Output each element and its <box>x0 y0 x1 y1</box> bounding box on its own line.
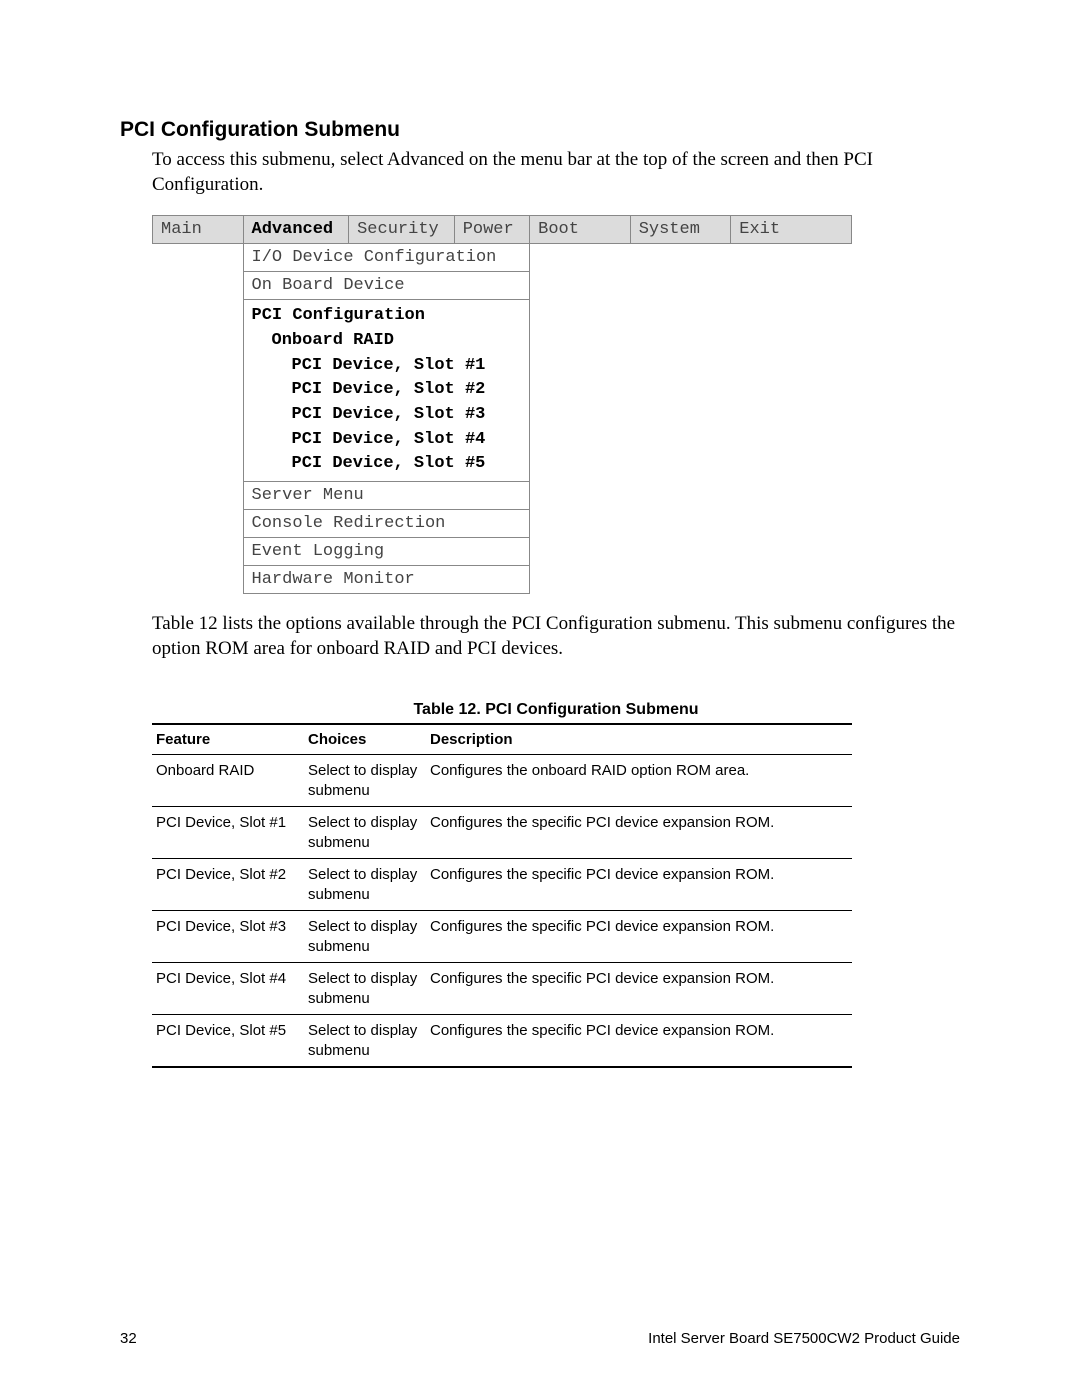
menu-item[interactable]: I/O Device Configuration <box>243 244 530 272</box>
tab-exit[interactable]: Exit <box>731 216 852 244</box>
submenu-pci-slot-3[interactable]: PCI Device, Slot #3 <box>252 403 522 428</box>
intro-paragraph: To access this submenu, select Advanced … <box>152 148 960 197</box>
tab-power[interactable]: Power <box>454 216 529 244</box>
cell-feature: PCI Device, Slot #3 <box>152 911 304 963</box>
submenu-pci-slot-2[interactable]: PCI Device, Slot #2 <box>252 378 522 403</box>
menu-item[interactable]: Server Menu <box>243 481 530 509</box>
cell-choices: Select to display submenu <box>304 1015 426 1068</box>
menu-item[interactable]: Event Logging <box>243 537 530 565</box>
submenu-pci-slot-1[interactable]: PCI Device, Slot #1 <box>252 354 522 379</box>
doc-title: Intel Server Board SE7500CW2 Product Gui… <box>648 1330 960 1347</box>
table-row: PCI Device, Slot #2 Select to display su… <box>152 859 852 911</box>
cell-description: Configures the specific PCI device expan… <box>426 859 852 911</box>
cell-description: Configures the specific PCI device expan… <box>426 1015 852 1068</box>
page-number: 32 <box>120 1330 137 1347</box>
table-row: PCI Device, Slot #3 Select to display su… <box>152 911 852 963</box>
submenu-pci-slot-5[interactable]: PCI Device, Slot #5 <box>252 452 522 477</box>
tab-main[interactable]: Main <box>153 216 244 244</box>
tab-security[interactable]: Security <box>349 216 455 244</box>
table-row: PCI Device, Slot #4 Select to display su… <box>152 963 852 1015</box>
cell-description: Configures the specific PCI device expan… <box>426 963 852 1015</box>
page-footer: 32 Intel Server Board SE7500CW2 Product … <box>120 1330 960 1347</box>
section-title: PCI Configuration Submenu <box>120 118 960 142</box>
submenu-onboard-raid[interactable]: Onboard RAID <box>252 329 522 354</box>
post-paragraph: Table 12 lists the options available thr… <box>152 612 960 661</box>
col-header-feature: Feature <box>152 724 304 755</box>
cell-description: Configures the specific PCI device expan… <box>426 911 852 963</box>
cell-choices: Select to display submenu <box>304 755 426 807</box>
cell-description: Configures the specific PCI device expan… <box>426 807 852 859</box>
menu-item[interactable]: Console Redirection <box>243 509 530 537</box>
cell-choices: Select to display submenu <box>304 963 426 1015</box>
cell-feature: PCI Device, Slot #1 <box>152 807 304 859</box>
submenu-pci-slot-4[interactable]: PCI Device, Slot #4 <box>252 428 522 453</box>
cell-feature: Onboard RAID <box>152 755 304 807</box>
menu-item[interactable]: On Board Device <box>243 272 530 300</box>
config-table: Feature Choices Description Onboard RAID… <box>152 723 852 1068</box>
cell-feature: PCI Device, Slot #5 <box>152 1015 304 1068</box>
table-row: Onboard RAID Select to display submenu C… <box>152 755 852 807</box>
cell-feature: PCI Device, Slot #4 <box>152 963 304 1015</box>
col-header-description: Description <box>426 724 852 755</box>
menu-tab-row: Main Advanced Security Power Boot System… <box>153 216 852 244</box>
menu-label: PCI Configuration <box>252 306 425 325</box>
cell-description: Configures the onboard RAID option ROM a… <box>426 755 852 807</box>
cell-choices: Select to display submenu <box>304 807 426 859</box>
menu-item-pci-configuration[interactable]: PCI Configuration Onboard RAID PCI Devic… <box>243 300 530 481</box>
cell-choices: Select to display submenu <box>304 859 426 911</box>
tab-system[interactable]: System <box>630 216 731 244</box>
tab-boot[interactable]: Boot <box>530 216 631 244</box>
table-caption: Table 12. PCI Configuration Submenu <box>152 701 960 719</box>
menu-item[interactable]: Hardware Monitor <box>243 565 530 593</box>
tab-advanced[interactable]: Advanced <box>243 216 349 244</box>
table-row: PCI Device, Slot #5 Select to display su… <box>152 1015 852 1068</box>
table-header-row: Feature Choices Description <box>152 724 852 755</box>
bios-menu-table: Main Advanced Security Power Boot System… <box>152 215 852 593</box>
cell-choices: Select to display submenu <box>304 911 426 963</box>
table-row: PCI Device, Slot #1 Select to display su… <box>152 807 852 859</box>
col-header-choices: Choices <box>304 724 426 755</box>
cell-feature: PCI Device, Slot #2 <box>152 859 304 911</box>
